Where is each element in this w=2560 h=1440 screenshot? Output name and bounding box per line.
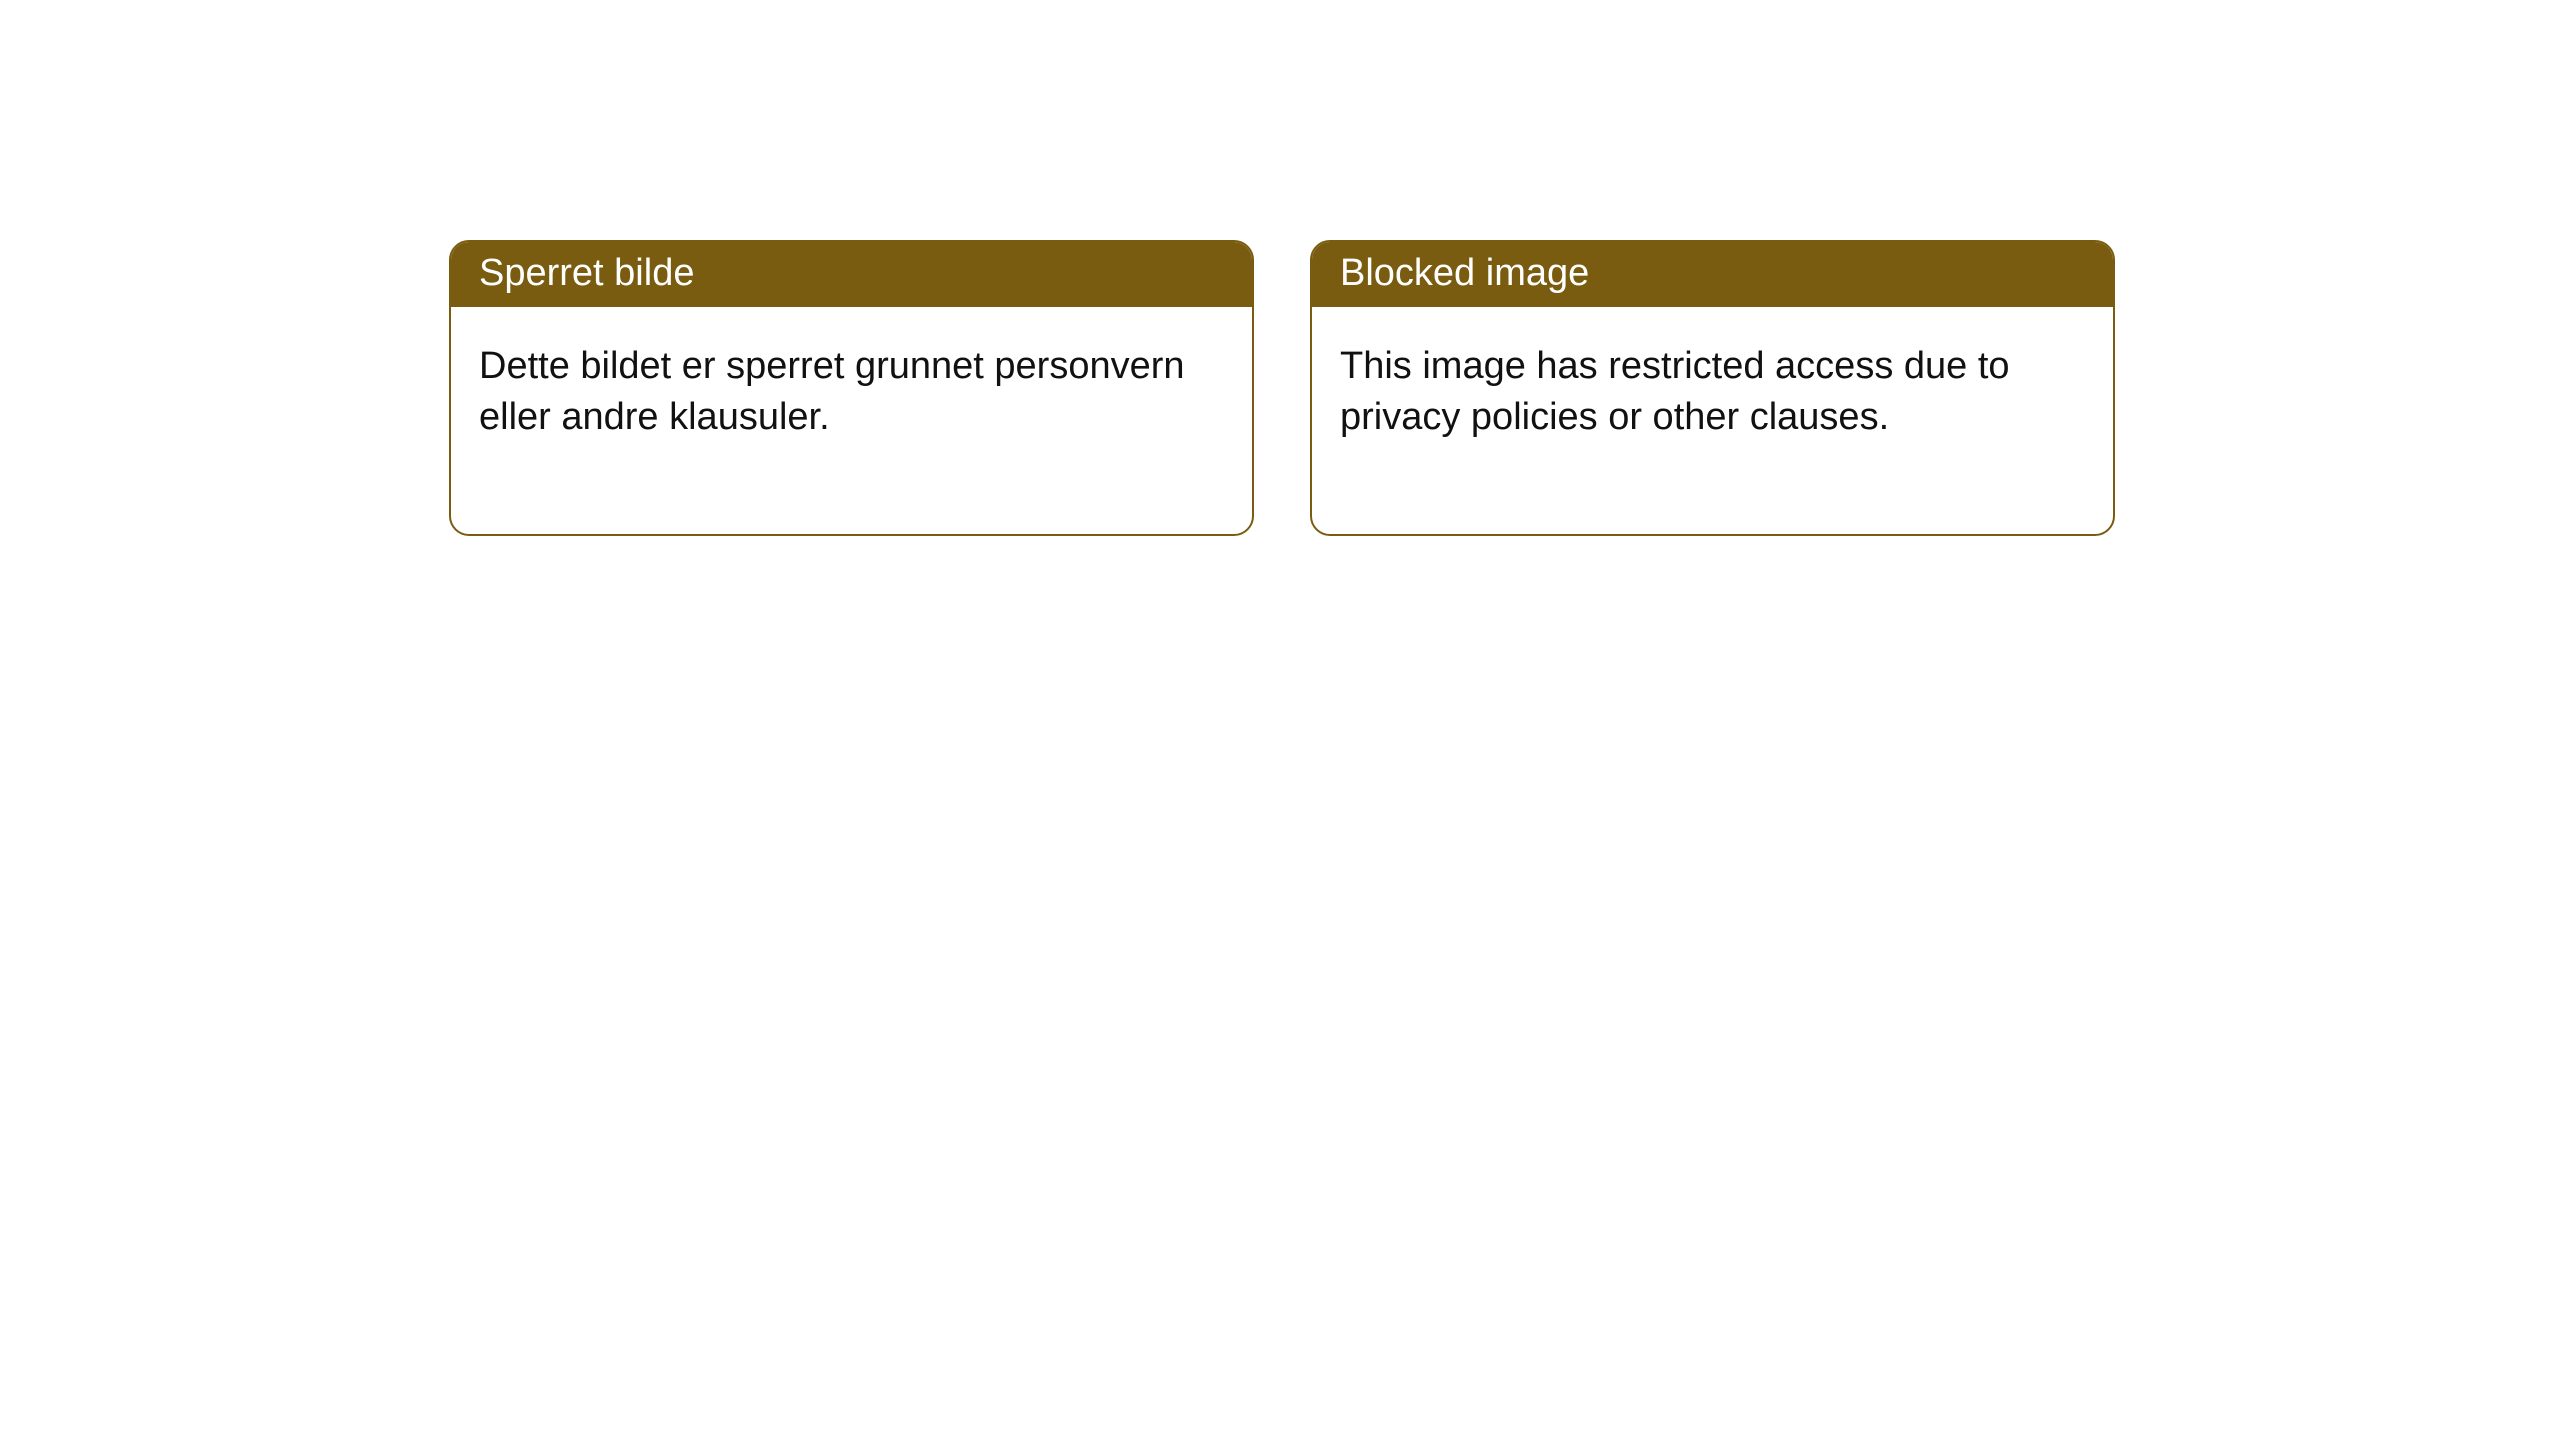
blocked-image-notices: Sperret bilde Dette bildet er sperret gr… (449, 240, 2115, 536)
notice-body: Dette bildet er sperret grunnet personve… (451, 307, 1252, 534)
notice-card-norwegian: Sperret bilde Dette bildet er sperret gr… (449, 240, 1254, 536)
notice-body: This image has restricted access due to … (1312, 307, 2113, 534)
notice-card-english: Blocked image This image has restricted … (1310, 240, 2115, 536)
notice-title: Sperret bilde (451, 242, 1252, 307)
notice-title: Blocked image (1312, 242, 2113, 307)
